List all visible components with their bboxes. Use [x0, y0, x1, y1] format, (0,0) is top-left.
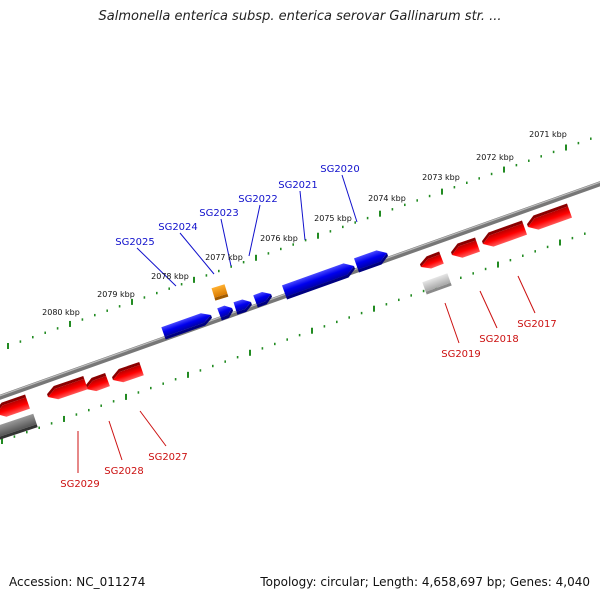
gene-sg2018[interactable] [480, 220, 528, 250]
gene-label[interactable]: SG2018 [479, 334, 519, 345]
kbp-label: 2071 kbp [529, 130, 567, 139]
gene-sg2020[interactable] [281, 260, 357, 300]
kbp-label: 2074 kbp [368, 194, 406, 203]
gene-label[interactable]: SG2019 [441, 349, 481, 360]
leader-line [248, 204, 261, 257]
leader-line [108, 420, 123, 461]
leader-line [341, 174, 358, 223]
gene-sg2023[interactable] [217, 303, 235, 321]
leader-line [220, 218, 232, 267]
leader-line [136, 247, 177, 287]
gene-sg2019[interactable] [418, 251, 444, 272]
kbp-label: 2075 kbp [314, 214, 352, 223]
kbp-label: 2072 kbp [476, 153, 514, 162]
gene-label[interactable]: SG2027 [148, 452, 188, 463]
gene-sg2027[interactable] [110, 361, 144, 385]
gene-sg2029[interactable] [45, 375, 88, 402]
kbp-label: 2078 kbp [151, 272, 189, 281]
leader-line [299, 190, 306, 241]
gene-label[interactable]: SG2021 [278, 180, 318, 191]
accession-label: Accession: NC_011274 [9, 575, 146, 589]
leader-line [444, 302, 460, 344]
topology-info: Topology: circular; Length: 4,658,697 bp… [260, 575, 590, 589]
kbp-label: 2080 kbp [42, 308, 80, 317]
gene-sg2021[interactable] [253, 289, 274, 308]
gene-label[interactable]: SG2025 [115, 237, 155, 248]
gene-label[interactable]: SG2024 [158, 222, 198, 233]
gene-sg2018b[interactable] [449, 237, 480, 260]
kbp-label: 2076 kbp [260, 234, 298, 243]
leader-line [517, 275, 536, 314]
gene-label[interactable]: SG2017 [517, 319, 557, 330]
kbp-label: 2073 kbp [422, 173, 460, 182]
gene-label[interactable]: SG2023 [199, 208, 239, 219]
gene-sg2017[interactable] [525, 203, 573, 233]
kbp-labels: 2071 kbp 2072 kbp 2073 kbp 2074 kbp 2075 kbp… [42, 130, 567, 317]
kbp-label: 2079 kbp [97, 290, 135, 299]
gene-label[interactable]: SG2028 [104, 466, 144, 477]
leader-line [479, 290, 498, 329]
gene-sg2028[interactable] [83, 373, 110, 394]
gene-sg2022[interactable] [233, 297, 254, 315]
gene-label[interactable]: SG2022 [238, 194, 278, 205]
leader-line [179, 232, 215, 275]
kbp-label: 2077 kbp [205, 253, 243, 262]
gene-pseudo[interactable] [422, 273, 452, 295]
gene-left-gray[interactable] [0, 413, 38, 441]
gene-sg2024[interactable] [161, 310, 213, 340]
gene-features [0, 203, 573, 441]
gene-left-red[interactable] [0, 394, 30, 419]
leader-line [139, 410, 167, 447]
gene-label[interactable]: SG2020 [320, 164, 360, 175]
scale-tracks [1, 137, 592, 444]
gene-sg2025[interactable] [211, 284, 229, 301]
gene-sg2020b[interactable] [353, 247, 390, 273]
gene-label[interactable]: SG2029 [60, 479, 100, 490]
organism-title: Salmonella enterica subsp. enterica sero… [98, 9, 502, 24]
